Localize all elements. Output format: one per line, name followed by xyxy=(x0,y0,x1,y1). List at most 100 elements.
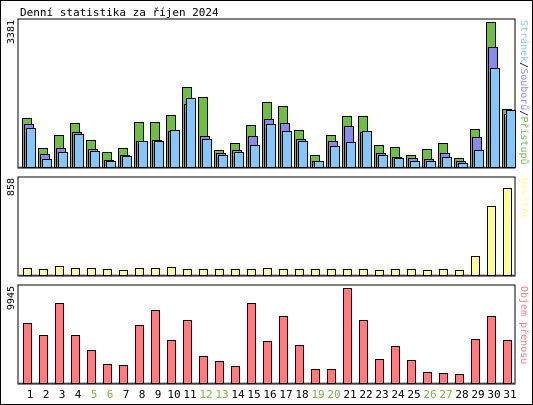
x-tick-label-day-30: 30 xyxy=(487,388,500,401)
bar-visits-day-22 xyxy=(359,269,368,276)
bar-visits-day-3 xyxy=(55,266,64,276)
bar-pages-day-7 xyxy=(122,156,132,168)
bar-pages-day-3 xyxy=(58,152,68,168)
legend-entry: Souborů xyxy=(518,68,530,110)
bar-volume-day-2 xyxy=(39,335,48,384)
bar-visits-day-12 xyxy=(199,269,208,276)
bar-volume-day-14 xyxy=(231,366,240,384)
bar-volume-day-23 xyxy=(375,359,384,384)
bar-pages-day-8 xyxy=(138,141,148,168)
bar-visits-day-11 xyxy=(183,269,192,276)
x-axis-labels: 1 2 3 4 5 6 7 8 9 10 11 12 13 14 15 16 17 18 19 20 21 22 23 24 2… xyxy=(27,388,517,401)
bar-visits-day-24 xyxy=(391,269,400,276)
x-tick-label-day-23: 23 xyxy=(375,388,388,401)
x-tick-label-day-10: 10 xyxy=(167,388,180,401)
bar-pages-day-2 xyxy=(42,159,52,168)
bar-volume-day-4 xyxy=(71,335,80,384)
x-tick-label-day-18: 18 xyxy=(295,388,308,401)
bar-volume-day-24 xyxy=(391,346,400,384)
bar-pages-day-22 xyxy=(362,131,372,168)
bar-volume-day-13 xyxy=(215,361,224,384)
panel-traffic: 3381 Stránek/Souborů/Přístupů xyxy=(6,18,530,169)
bar-volume-day-30 xyxy=(487,316,496,384)
bar-pages-day-29 xyxy=(474,150,484,168)
x-tick-label-day-11: 11 xyxy=(183,388,196,401)
x-tick-label-day-2: 2 xyxy=(43,388,50,401)
x-tick-label-day-24: 24 xyxy=(391,388,405,401)
bar-volume-day-16 xyxy=(263,341,272,384)
bar-volume-day-11 xyxy=(183,320,192,384)
bar-volume-day-29 xyxy=(471,339,480,384)
chart-title: Denní statistika za říjen 2024 xyxy=(20,6,219,19)
x-tick-label-day-22: 22 xyxy=(359,388,372,401)
x-tick-label-day-4: 4 xyxy=(75,388,82,401)
x-tick-label-day-13: 13 xyxy=(215,388,228,401)
bar-visits-day-21 xyxy=(343,269,352,276)
bar-visits-day-18 xyxy=(295,269,304,276)
bar-volume-day-28 xyxy=(455,374,464,384)
bar-pages-day-17 xyxy=(282,131,292,168)
bar-visits-day-25 xyxy=(407,269,416,276)
bar-visits-day-31 xyxy=(503,188,512,276)
bar-pages-day-27 xyxy=(442,157,452,168)
legend-entry: / xyxy=(518,62,529,68)
x-tick-label-day-27: 27 xyxy=(439,388,452,401)
bar-pages-day-1 xyxy=(26,128,36,168)
bar-pages-day-28 xyxy=(458,163,468,168)
x-tick-label-day-16: 16 xyxy=(263,388,276,401)
bar-visits-day-26 xyxy=(423,270,432,276)
bar-pages-day-24 xyxy=(394,158,404,168)
max-label-visits: 858 xyxy=(6,178,17,196)
x-tick-label-day-29: 29 xyxy=(471,388,484,401)
bar-pages-day-21 xyxy=(346,142,356,168)
bar-visits-day-19 xyxy=(311,269,320,276)
bar-visits-day-23 xyxy=(375,270,384,276)
legend-entry: Návštěv xyxy=(518,178,530,220)
legend-volume: Objem přenosu xyxy=(518,286,530,364)
bar-volume-day-19 xyxy=(311,369,320,384)
legend-traffic: Stránek/Souborů/Přístupů xyxy=(518,20,530,165)
bar-pages-day-6 xyxy=(106,161,116,168)
bar-visits-day-27 xyxy=(439,269,448,276)
bar-volume-day-25 xyxy=(407,360,416,384)
panel-frame-visits xyxy=(17,176,516,277)
bar-volume-day-6 xyxy=(103,364,112,384)
bar-volume-day-21 xyxy=(343,288,352,384)
x-tick-label-day-6: 6 xyxy=(107,388,114,401)
bar-pages-day-20 xyxy=(330,146,340,168)
panel-volume: 9945 Objem přenosu xyxy=(6,284,530,385)
bar-pages-day-9 xyxy=(154,141,164,168)
x-tick-label-day-21: 21 xyxy=(343,388,356,401)
x-tick-label-day-5: 5 xyxy=(91,388,98,401)
bar-visits-day-9 xyxy=(151,268,160,276)
x-tick-label-day-7: 7 xyxy=(123,388,130,401)
x-tick-label-day-28: 28 xyxy=(455,388,468,401)
x-tick-label-day-19: 19 xyxy=(311,388,324,401)
bar-pages-day-25 xyxy=(410,161,420,168)
bar-volume-day-22 xyxy=(359,320,368,384)
legend-entry: Přístupů xyxy=(518,116,530,164)
bar-visits-day-16 xyxy=(263,268,272,276)
x-tick-label-day-14: 14 xyxy=(231,388,245,401)
bar-visits-day-10 xyxy=(167,267,176,276)
bar-volume-day-3 xyxy=(55,303,64,384)
bar-pages-day-5 xyxy=(90,151,100,168)
bar-pages-day-12 xyxy=(202,139,212,168)
x-tick-label-day-25: 25 xyxy=(407,388,420,401)
bar-pages-day-15 xyxy=(250,145,260,168)
bar-volume-day-31 xyxy=(503,340,512,384)
bar-volume-day-18 xyxy=(295,345,304,384)
bar-visits-day-15 xyxy=(247,269,256,276)
bar-visits-day-1 xyxy=(23,268,32,276)
bar-pages-day-16 xyxy=(266,124,276,168)
bar-volume-day-7 xyxy=(119,365,128,384)
bar-visits-day-30 xyxy=(487,206,496,276)
x-tick-label-day-9: 9 xyxy=(155,388,162,401)
x-tick-label-day-1: 1 xyxy=(27,388,34,401)
bar-pages-day-31 xyxy=(506,110,516,168)
bar-visits-day-5 xyxy=(87,268,96,276)
bar-visits-day-4 xyxy=(71,268,80,276)
max-label-volume: 9945 xyxy=(6,286,17,310)
